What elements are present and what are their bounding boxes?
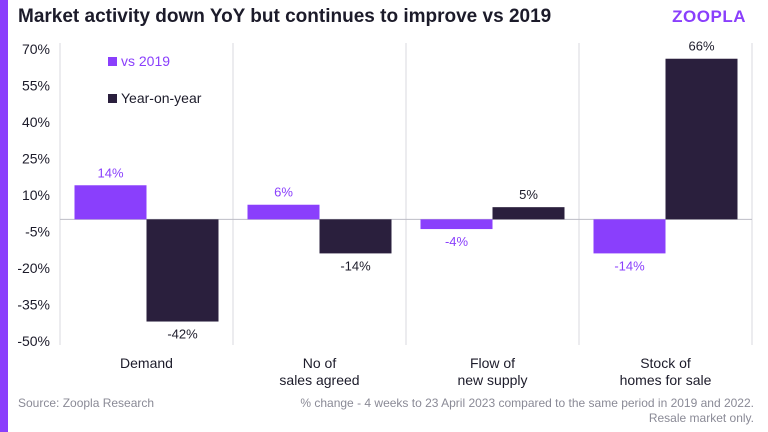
bar-year-on-year: [665, 58, 738, 220]
bar-year-on-year: [492, 207, 565, 220]
legend-label: vs 2019: [121, 53, 170, 69]
legend-swatch: [108, 94, 117, 103]
bar-vs-2019: [74, 185, 147, 220]
y-tick-label: 10%: [22, 187, 50, 203]
data-label: 6%: [274, 185, 293, 200]
data-label: 5%: [519, 187, 538, 202]
y-tick-label: 55%: [22, 78, 50, 94]
category-label: new supply: [457, 372, 527, 388]
y-tick-label: 25%: [22, 151, 50, 167]
data-label: -14%: [340, 258, 371, 273]
category-label: Flow of: [470, 355, 515, 371]
source-note: Source: Zoopla Research: [18, 396, 155, 410]
bar-year-on-year: [146, 219, 219, 322]
legend-swatch: [108, 57, 117, 66]
bar-year-on-year: [319, 219, 392, 254]
zoopla-logo: ZOOPLA: [672, 7, 746, 26]
y-tick-label: 40%: [22, 114, 50, 130]
data-label: -14%: [614, 258, 645, 273]
legend-label: Year-on-year: [121, 90, 202, 106]
footnote: % change - 4 weeks to 23 April 2023 comp…: [234, 396, 754, 426]
y-tick-label: -5%: [25, 224, 50, 240]
data-label: 14%: [97, 165, 123, 180]
data-label: -42%: [167, 327, 198, 342]
category-label: No of: [303, 355, 337, 371]
category-label: Demand: [120, 355, 173, 371]
bar-vs-2019: [593, 219, 666, 254]
y-tick-label: -50%: [17, 333, 50, 349]
bar-vs-2019: [420, 219, 493, 230]
accent-bar: [0, 0, 8, 432]
category-label: homes for sale: [620, 372, 712, 388]
category-label: sales agreed: [279, 372, 359, 388]
footnote-line-2: Resale market only.: [648, 411, 754, 425]
chart-title: Market activity down YoY but continues t…: [18, 6, 552, 27]
footnote-line-1: % change - 4 weeks to 23 April 2023 comp…: [300, 396, 754, 410]
category-label: Stock of: [640, 355, 691, 371]
y-tick-label: 70%: [22, 41, 50, 57]
bar-vs-2019: [247, 204, 320, 220]
data-label: -4%: [445, 234, 469, 249]
y-tick-label: -20%: [17, 260, 50, 276]
y-tick-label: -35%: [17, 297, 50, 313]
data-label: 66%: [688, 39, 714, 54]
